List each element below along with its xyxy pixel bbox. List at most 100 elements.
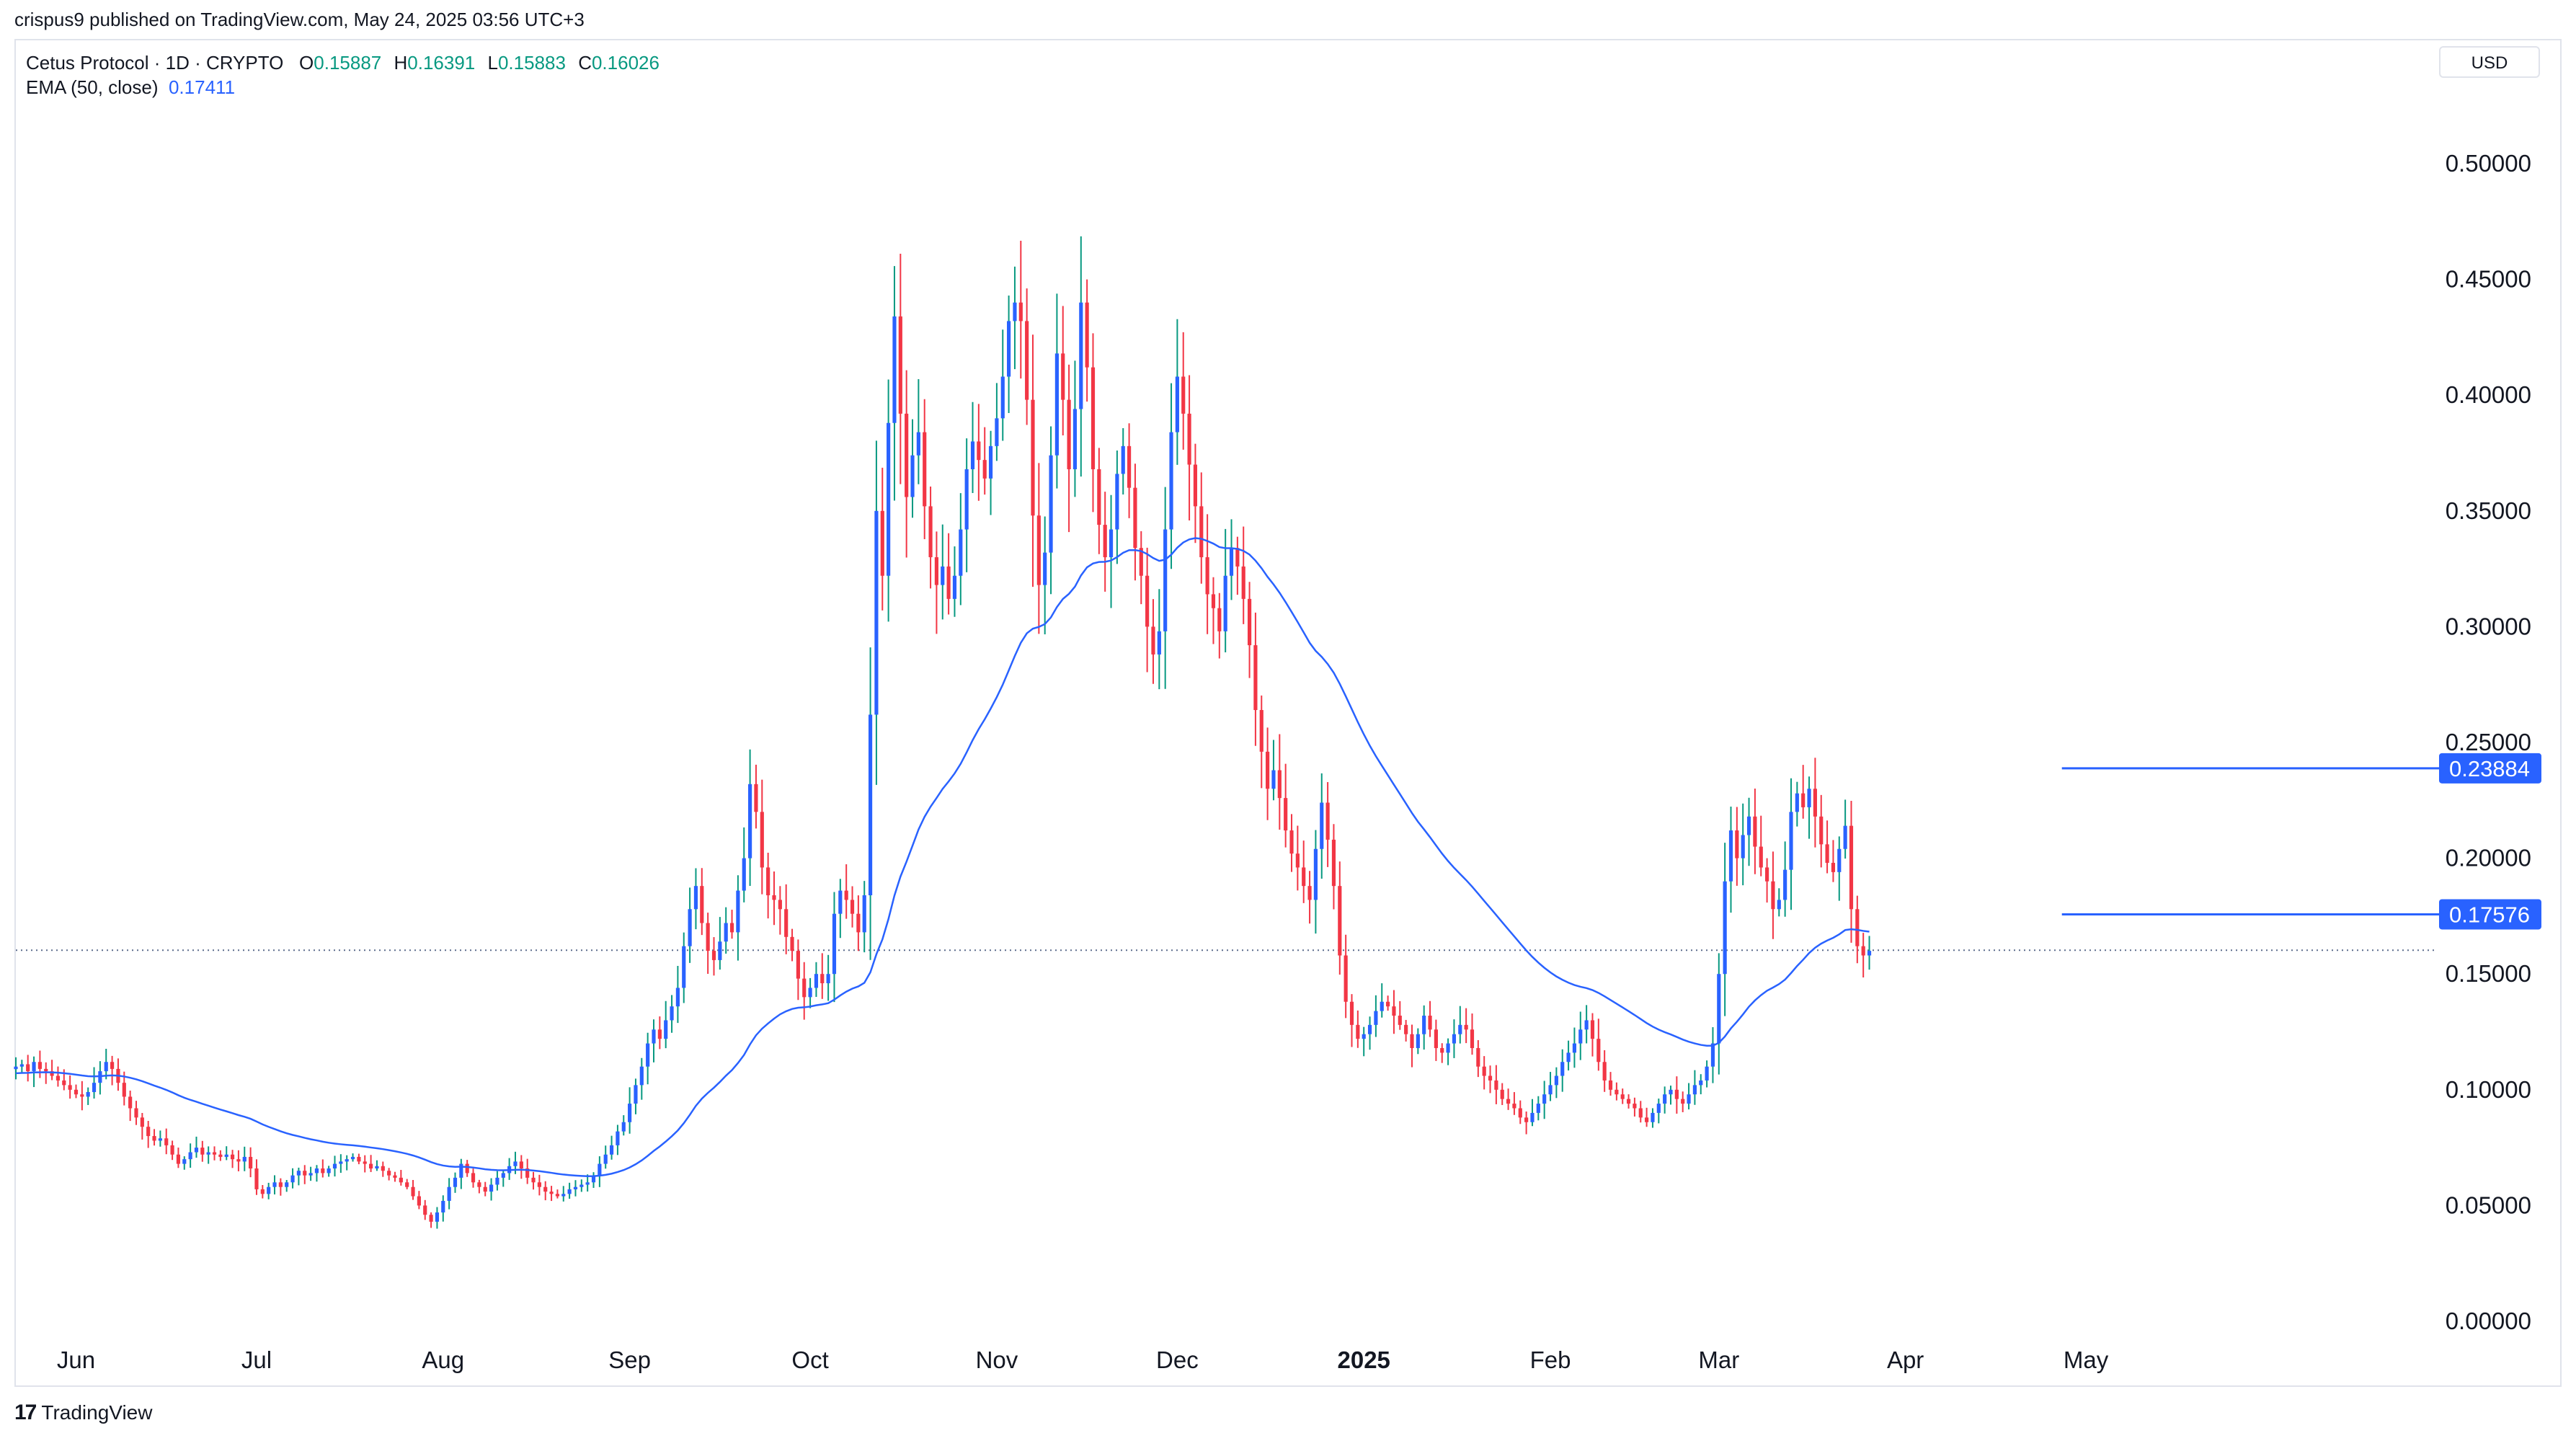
candle-body	[495, 1177, 499, 1185]
legend-ema-label[interactable]: EMA (50, close)	[26, 76, 159, 98]
candle-body	[1813, 789, 1817, 817]
candle-body	[1620, 1094, 1625, 1099]
legend-low-label: L	[487, 52, 498, 74]
currency-button[interactable]: USD	[2439, 46, 2540, 78]
candle-body	[808, 988, 812, 998]
level-badge-label: 0.23884	[2449, 756, 2530, 781]
candle-body	[1765, 867, 1769, 882]
candle-body	[1085, 302, 1089, 368]
candle-body	[1133, 487, 1137, 549]
candle-body	[928, 506, 933, 558]
candle-body	[923, 432, 927, 507]
candle-body	[1163, 529, 1168, 631]
candle-body	[573, 1186, 578, 1189]
candle-body	[249, 1156, 253, 1169]
candle-body	[1458, 1024, 1462, 1034]
candle-body	[1626, 1099, 1631, 1104]
price-tick-label: 0.15000	[2446, 960, 2531, 987]
candle-body	[513, 1161, 518, 1166]
candle-body	[1843, 825, 1847, 849]
legend-symbol[interactable]: Cetus Protocol · 1D · CRYPTO	[26, 52, 284, 74]
price-tick-label: 0.40000	[2446, 381, 2531, 408]
candle-body	[1746, 816, 1751, 835]
candle-body	[369, 1163, 373, 1169]
candle-body	[531, 1177, 536, 1183]
candle-body	[1560, 1062, 1565, 1076]
candle-body	[591, 1175, 596, 1183]
price-tick-label: 0.45000	[2446, 266, 2531, 293]
candle-body	[887, 422, 891, 576]
candle-body	[1542, 1094, 1547, 1104]
candle-body	[1331, 839, 1336, 887]
candle-body	[176, 1154, 181, 1164]
candle-body	[1036, 515, 1041, 585]
candle-body	[357, 1156, 361, 1162]
candle-body	[1392, 1006, 1396, 1016]
candle-body	[1506, 1099, 1511, 1104]
candle-body	[1067, 399, 1071, 469]
candle-body	[1753, 816, 1757, 847]
candle-body	[1284, 798, 1288, 831]
candle-body	[1705, 1066, 1709, 1081]
candle-body	[1253, 645, 1258, 711]
candle-body	[1367, 1024, 1372, 1034]
ema-line	[15, 537, 1870, 1177]
candle-body	[1578, 1029, 1583, 1044]
candle-body	[796, 951, 800, 979]
tradingview-logo[interactable]: 17 TradingView	[14, 1401, 152, 1425]
candle-body	[1211, 594, 1216, 608]
time-tick-label: Aug	[422, 1347, 464, 1373]
candle-body	[700, 886, 704, 923]
candle-body	[104, 1062, 108, 1072]
candle-body	[1386, 1001, 1390, 1007]
candle-body	[188, 1152, 192, 1160]
candle-body	[892, 316, 897, 423]
candle-body	[453, 1177, 458, 1187]
price-tick-label: 0.35000	[2446, 497, 2531, 524]
candle-body	[1554, 1075, 1558, 1086]
level-badge-label: 0.17576	[2449, 902, 2530, 927]
time-tick-label: Nov	[976, 1347, 1018, 1373]
candle-body	[303, 1171, 307, 1176]
candle-body	[772, 895, 776, 900]
time-tick-label: Apr	[1887, 1347, 1924, 1373]
price-tick-label: 0.50000	[2446, 150, 2531, 177]
time-tick-label: May	[2064, 1347, 2109, 1373]
candle-body	[1362, 1034, 1366, 1039]
candle-body	[1831, 863, 1836, 872]
price-axis: 0.50000 0.45000 0.40000 0.35000 0.30000 0.250…	[2446, 150, 2531, 1334]
candle-body	[1313, 848, 1318, 900]
candle-body	[1867, 951, 1872, 956]
candle-body	[706, 923, 710, 951]
candle-body	[200, 1148, 205, 1155]
candle-body	[1018, 302, 1023, 321]
candle-body	[1681, 1099, 1685, 1104]
candle-body	[447, 1186, 451, 1201]
time-tick-label: 2025	[1337, 1347, 1390, 1373]
candle-body	[1259, 710, 1263, 752]
candle-body	[826, 974, 830, 984]
candle-body	[682, 946, 686, 988]
time-tick-label: Dec	[1156, 1347, 1199, 1373]
candle-body	[32, 1062, 36, 1072]
candle-body	[1193, 464, 1198, 507]
candle-body	[1819, 816, 1824, 845]
candle-body	[1289, 830, 1294, 854]
candle-body	[525, 1168, 530, 1178]
candle-body	[543, 1186, 548, 1192]
candle-body	[1789, 812, 1793, 870]
candle-body	[1530, 1112, 1535, 1122]
candle-body	[1651, 1112, 1655, 1122]
candle-body	[959, 529, 963, 576]
time-tick-label: Sep	[608, 1347, 651, 1373]
candle-body	[1410, 1034, 1414, 1048]
candle-body	[1801, 793, 1806, 807]
candle-body	[1849, 825, 1854, 910]
candle-body	[760, 812, 764, 868]
candle-body	[862, 895, 866, 933]
candle-body	[603, 1154, 608, 1164]
chart-legend: Cetus Protocol · 1D · CRYPTO O0.15887 H0…	[26, 50, 667, 99]
candle-body	[790, 936, 794, 951]
candle-body	[68, 1085, 72, 1090]
